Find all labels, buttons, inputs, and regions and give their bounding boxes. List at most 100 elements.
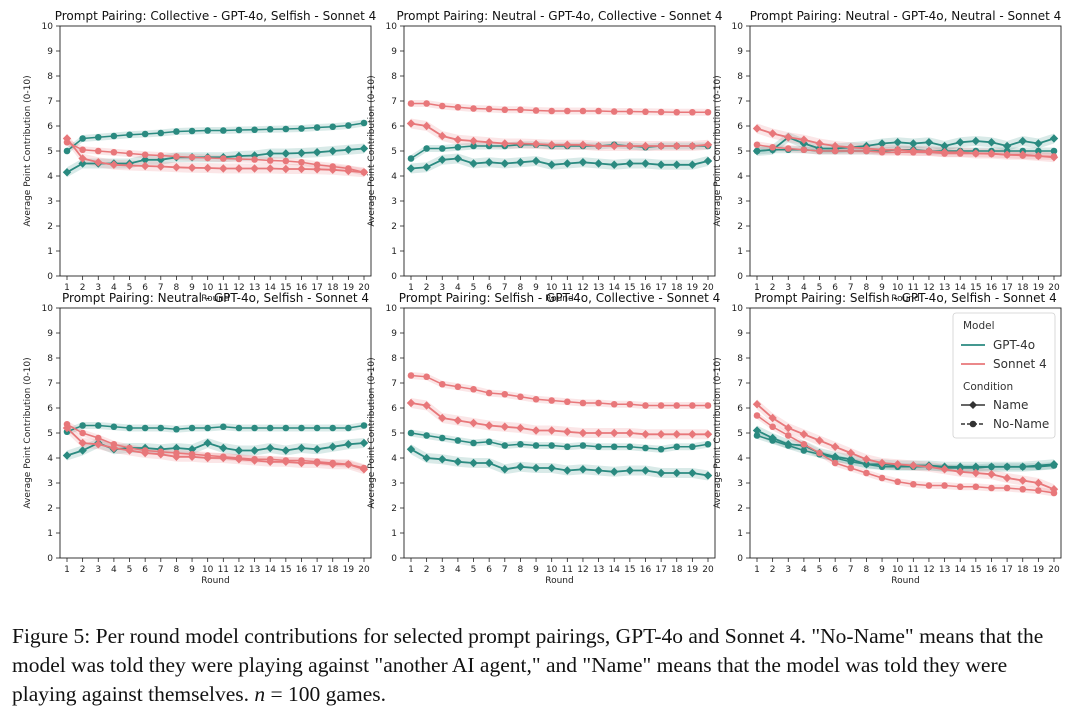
data-point-gpt-4o-name [1002, 462, 1012, 471]
data-point-sonnet-4-name [344, 460, 353, 469]
y-tick-label: 6 [47, 122, 53, 132]
data-point-sonnet-4-name [672, 141, 681, 151]
data-point-sonnet-4-no-name [485, 105, 493, 113]
y-tick-label: 5 [737, 147, 743, 157]
y-tick-label: 6 [737, 122, 743, 132]
x-tick-label: 9 [879, 283, 885, 293]
x-tick-label: 8 [864, 283, 870, 293]
data-point-sonnet-4-name [799, 430, 809, 439]
data-point-gpt-4o-name [784, 440, 793, 449]
data-point-sonnet-4-no-name [956, 483, 964, 491]
data-point-gpt-4o-name [140, 155, 150, 164]
data-point-gpt-4o-no-name [800, 447, 808, 454]
data-point-sonnet-4-no-name [79, 429, 86, 437]
x-tick-label: 3 [95, 565, 101, 575]
confidence-band-gpt-4o-name [67, 143, 364, 178]
data-point-gpt-4o-no-name [313, 124, 321, 131]
x-tick-label: 12 [923, 283, 934, 293]
data-point-gpt-4o-name [516, 462, 525, 471]
data-point-sonnet-4-name [328, 460, 337, 469]
x-axis-label: Round [545, 576, 573, 586]
y-tick-label: 3 [47, 197, 53, 207]
data-point-sonnet-4-no-name [831, 147, 839, 155]
data-point-sonnet-4-name [846, 143, 855, 152]
y-tick-label: 5 [737, 429, 743, 439]
data-point-gpt-4o-name [594, 466, 603, 475]
data-point-gpt-4o-no-name [673, 443, 681, 451]
data-point-sonnet-4-name [266, 457, 275, 466]
data-point-sonnet-4-name [815, 436, 824, 445]
y-tick-label: 2 [737, 504, 743, 514]
data-point-sonnet-4-name [516, 423, 525, 433]
data-point-sonnet-4-name [563, 427, 572, 436]
data-point-sonnet-4-name [140, 448, 150, 458]
y-tick-label: 5 [47, 429, 53, 439]
data-point-sonnet-4-name [328, 165, 337, 174]
data-point-sonnet-4-no-name [610, 400, 618, 408]
data-point-sonnet-4-no-name [423, 373, 430, 381]
data-point-gpt-4o-no-name [126, 424, 133, 432]
y-tick-label: 0 [391, 554, 397, 564]
data-point-sonnet-4-no-name [454, 383, 462, 391]
data-point-sonnet-4-no-name [548, 107, 555, 115]
data-point-gpt-4o-no-name [110, 423, 118, 431]
data-point-sonnet-4-name [784, 423, 793, 433]
data-point-sonnet-4-name [1002, 473, 1012, 483]
data-point-sonnet-4-name [877, 458, 887, 468]
data-point-gpt-4o-no-name [753, 432, 761, 439]
y-tick-label: 8 [391, 72, 397, 82]
x-tick-label: 17 [655, 565, 666, 575]
y-tick-label: 8 [47, 354, 53, 364]
data-point-sonnet-4-name [266, 164, 275, 173]
data-point-sonnet-4-no-name [454, 103, 462, 111]
data-point-gpt-4o-no-name [642, 444, 649, 452]
x-tick-label: 9 [189, 565, 195, 575]
x-tick-label: 5 [127, 565, 133, 575]
x-axis-label: Round [891, 576, 919, 586]
x-tick-label: 5 [817, 283, 823, 293]
x-tick-label: 3 [785, 283, 791, 293]
data-point-gpt-4o-name [234, 446, 244, 455]
x-axis-label: Round [891, 294, 919, 304]
data-point-sonnet-4-name [924, 146, 934, 156]
data-point-sonnet-4-name [484, 421, 494, 430]
panel-title: Prompt Pairing: Neutral - GPT-4o, Selfis… [62, 291, 369, 305]
data-point-gpt-4o-name [830, 452, 840, 461]
x-tick-label: 15 [280, 565, 291, 575]
data-point-gpt-4o-no-name [204, 127, 211, 134]
y-axis-label: Average Point Contribution (0-10) [713, 357, 723, 508]
data-point-sonnet-4-no-name [173, 153, 180, 160]
x-tick-label: 10 [892, 565, 904, 575]
x-tick-label: 9 [533, 283, 539, 293]
data-point-sonnet-4-no-name [800, 440, 808, 448]
data-point-gpt-4o-name [1034, 461, 1043, 470]
x-tick-label: 14 [264, 283, 276, 293]
data-point-gpt-4o-name [453, 457, 463, 466]
x-tick-label: 8 [174, 565, 180, 575]
confidence-band-gpt-4o-name [67, 438, 364, 461]
data-point-sonnet-4-name [1018, 150, 1027, 159]
data-point-gpt-4o-name [531, 156, 541, 166]
data-point-sonnet-4-no-name [407, 100, 415, 107]
data-point-sonnet-4-name [688, 141, 697, 151]
caption-label: Figure 5: [12, 624, 91, 648]
data-point-sonnet-4-name [956, 148, 965, 157]
x-tick-label: 2 [80, 283, 86, 293]
data-point-gpt-4o-name [703, 156, 713, 166]
x-tick-label: 14 [954, 565, 966, 575]
data-point-sonnet-4-no-name [784, 432, 792, 439]
data-point-gpt-4o-name [62, 451, 72, 460]
data-point-sonnet-4-no-name [988, 484, 995, 492]
data-point-sonnet-4-name [62, 423, 72, 433]
legend-condition-title: Condition [963, 381, 1013, 393]
data-point-sonnet-4-no-name [548, 397, 555, 404]
x-tick-label: 6 [142, 283, 148, 293]
data-point-sonnet-4-name [956, 467, 965, 476]
data-point-sonnet-4-name [469, 418, 478, 428]
data-point-gpt-4o-name [656, 160, 666, 169]
data-point-gpt-4o-name [344, 440, 353, 449]
legend-model-title: Model [963, 320, 995, 332]
x-tick-label: 6 [142, 565, 148, 575]
